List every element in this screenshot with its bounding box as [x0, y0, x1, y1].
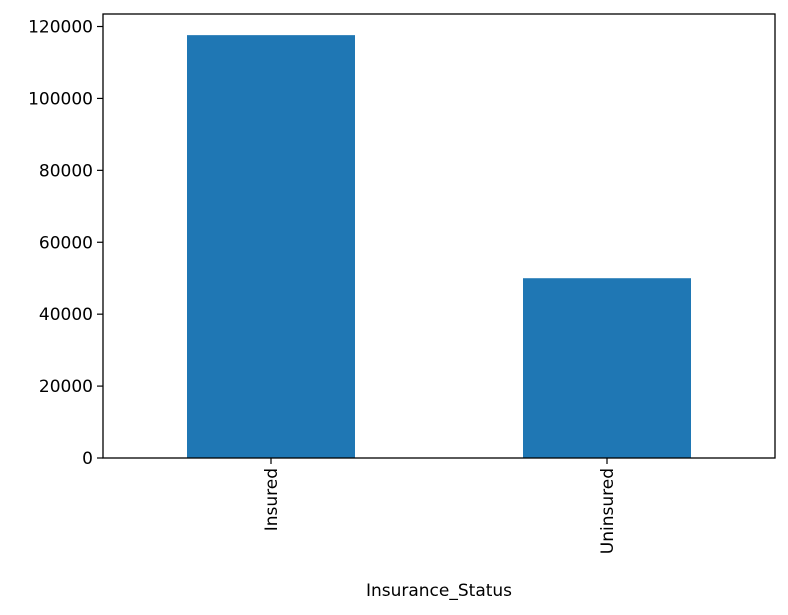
bar-insured [187, 35, 355, 458]
y-tick-label: 120000 [28, 18, 93, 38]
y-tick-label: 80000 [39, 161, 93, 181]
bars-group [187, 35, 691, 458]
x-tick-label-insured: Insured [262, 468, 282, 531]
y-axis: 0 20000 40000 60000 80000 100000 120000 [28, 18, 103, 469]
bar-uninsured [523, 278, 691, 458]
y-tick-label: 20000 [39, 377, 93, 397]
y-tick-label: 60000 [39, 233, 93, 253]
x-tick-label-uninsured: Uninsured [598, 468, 618, 554]
y-tick-label: 0 [82, 449, 93, 469]
plot-area-frame [102, 13, 776, 459]
x-axis-label: Insurance_Status [366, 581, 512, 601]
x-axis: Insured Uninsured [262, 458, 618, 554]
y-tick-label: 40000 [39, 305, 93, 325]
y-tick-label: 100000 [28, 89, 93, 109]
